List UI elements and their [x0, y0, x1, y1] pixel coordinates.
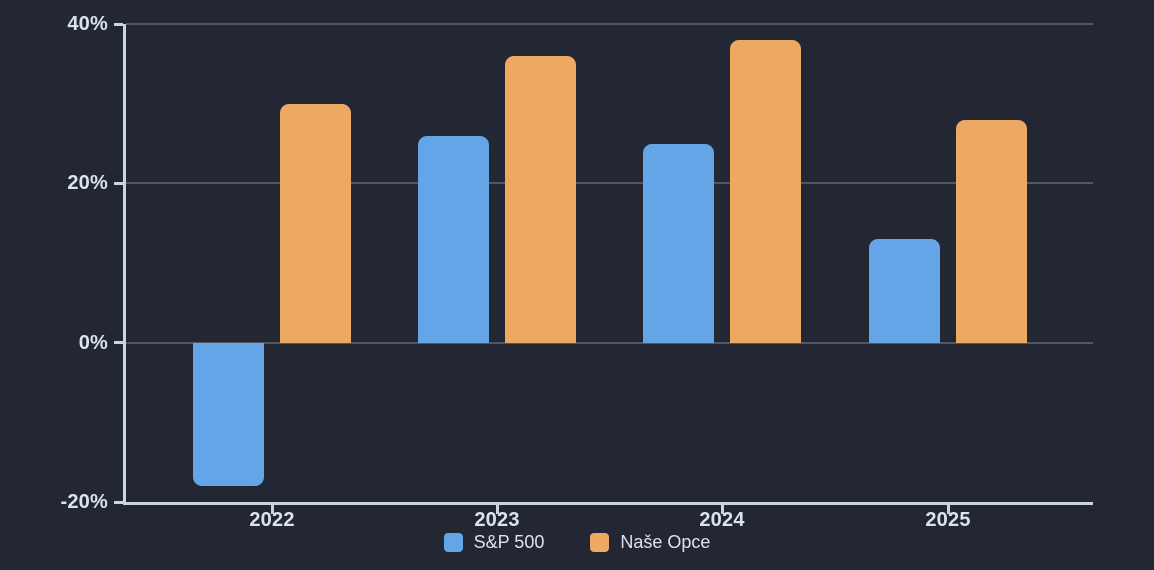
- legend-label-na-e-opce: Naše Opce: [620, 532, 711, 552]
- y-tick-40: [114, 22, 123, 26]
- x-tick-label-2025: 2025: [925, 509, 971, 531]
- legend-label-s-p-500: S&P 500: [473, 532, 545, 552]
- bar-s-p-500-2024[interactable]: [643, 143, 714, 343]
- legend-swatch-na-e-opce: [590, 532, 610, 552]
- y-tick-0: [114, 341, 123, 345]
- y-tick-label-20: 20%: [67, 172, 108, 195]
- y-tick-label--20: -20%: [60, 491, 108, 513]
- bar-na-e-opce-2025[interactable]: [956, 119, 1027, 343]
- y-axis-line: [123, 24, 126, 505]
- gridline-40: [126, 23, 1093, 25]
- x-tick-2024: [720, 505, 724, 514]
- gridline-0: [126, 341, 1093, 344]
- y-tick-20: [114, 181, 123, 185]
- legend-item-na-e-opce[interactable]: Naše Opce: [590, 531, 710, 553]
- x-tick-label-2024: 2024: [699, 509, 745, 531]
- y-tick-label-0: 0%: [78, 331, 108, 354]
- legend-swatch-s-p-500: [443, 532, 463, 552]
- gridline-20: [126, 182, 1093, 185]
- bar-na-e-opce-2023[interactable]: [505, 55, 576, 343]
- bar-na-e-opce-2024[interactable]: [730, 39, 801, 343]
- y-tick-label-40: 40%: [67, 13, 108, 35]
- y-tick--20: [114, 500, 123, 504]
- x-tick-2025: [946, 505, 950, 514]
- bar-s-p-500-2023[interactable]: [418, 135, 489, 343]
- x-axis-line: [123, 502, 1093, 505]
- x-tick-2023: [495, 505, 499, 514]
- x-tick-2022: [270, 505, 274, 514]
- bar-s-p-500-2022[interactable]: [193, 342, 264, 487]
- bar-s-p-500-2025[interactable]: [869, 239, 940, 343]
- legend: S&P 500 Naše Opce: [0, 531, 1154, 553]
- bar-na-e-opce-2022[interactable]: [280, 103, 351, 343]
- legend-item-s-p-500[interactable]: S&P 500: [443, 531, 545, 553]
- x-tick-label-2022: 2022: [249, 509, 295, 531]
- x-tick-label-2023: 2023: [474, 509, 520, 531]
